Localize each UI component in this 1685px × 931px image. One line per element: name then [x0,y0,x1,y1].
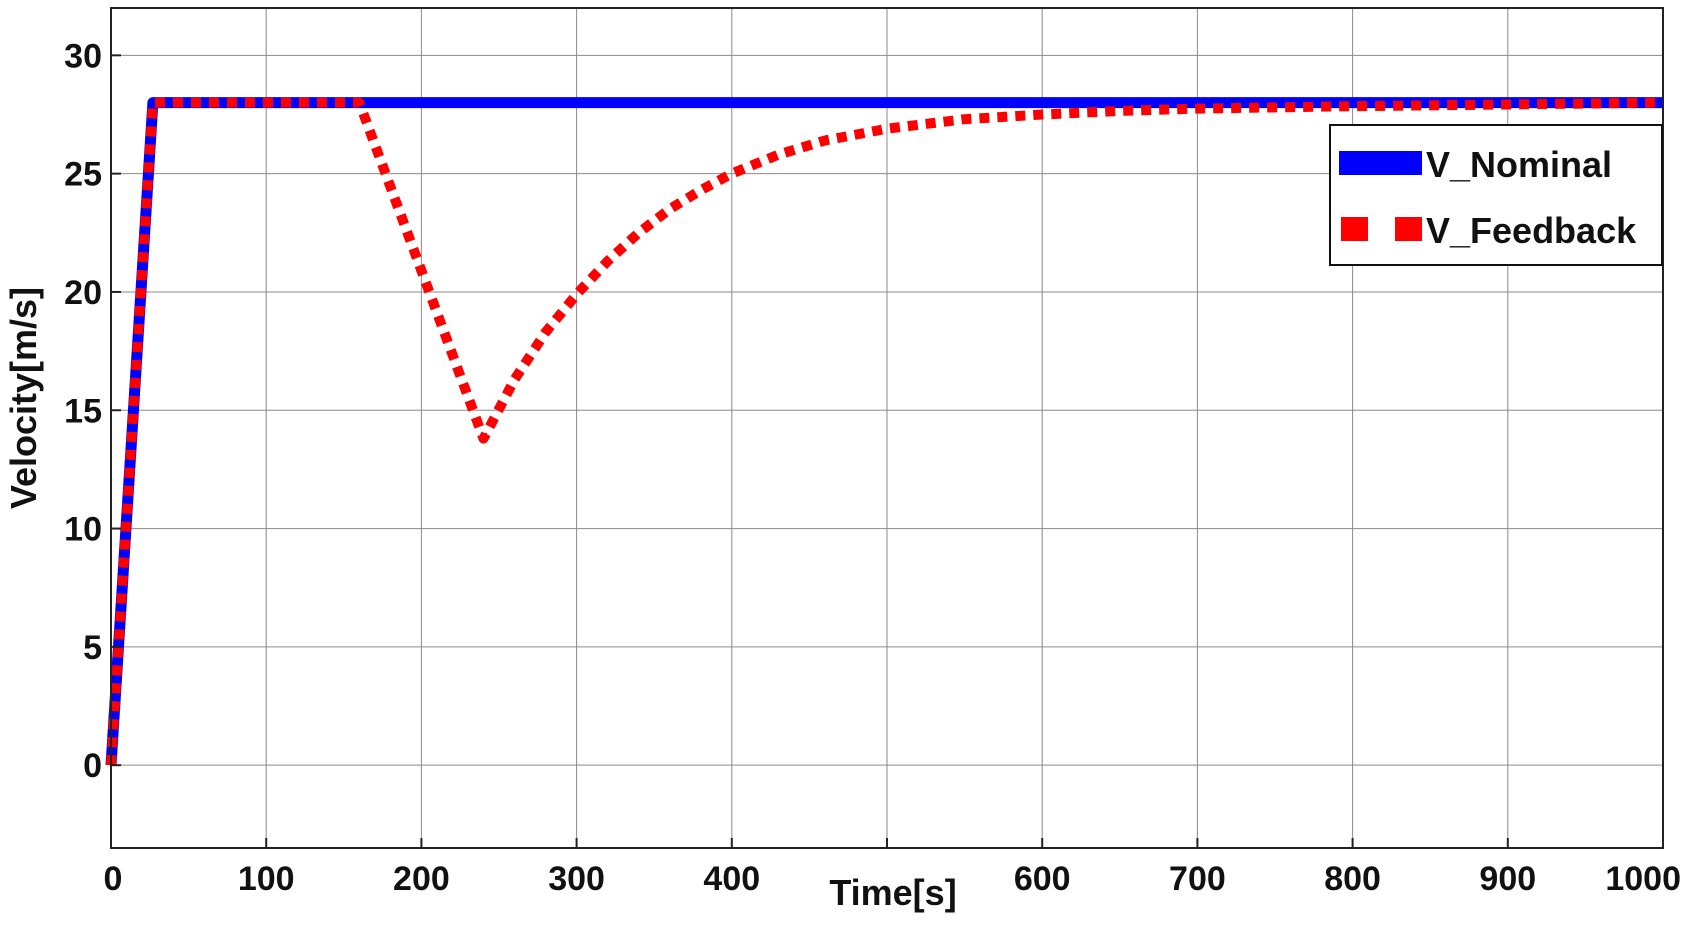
x-tick-label: 400 [703,860,760,898]
legend-box [1329,124,1663,266]
x-tick-label: 300 [548,860,605,898]
x-axis-label: Time[s] [829,872,956,913]
y-tick-label: 10 [64,511,102,549]
y-tick-labels: 0 5 10 15 20 25 30 [64,37,121,785]
series-layer [105,97,1664,766]
legend-label-v-nominal: V_Nominal [1426,144,1612,185]
x-tick-label: 900 [1479,860,1536,898]
x-tick-label: 0 [104,860,123,898]
y-axis-label: Velocity[m/s] [3,287,44,509]
x-tick-label: 700 [1169,860,1226,898]
x-tick-label: 800 [1324,860,1381,898]
y-tick-label: 25 [64,156,102,194]
y-tick-label: 15 [64,392,102,430]
x-tick-label: 200 [393,860,450,898]
legend: V_Nominal V_Feedback [1329,124,1663,266]
y-tick-label: 20 [64,274,102,312]
x-tick-label: 1000 [1605,860,1681,898]
y-tick-label: 0 [83,747,102,785]
series-v-feedback [106,97,1664,766]
x-tick-label: 100 [238,860,295,898]
x-tick-label: 600 [1014,860,1071,898]
legend-label-v-feedback: V_Feedback [1426,210,1637,251]
y-tick-label: 5 [83,629,102,667]
x-tick-labels: 0 100 200 300 400 600 700 800 900 1000 [104,838,1681,898]
y-tick-label: 30 [64,37,102,75]
